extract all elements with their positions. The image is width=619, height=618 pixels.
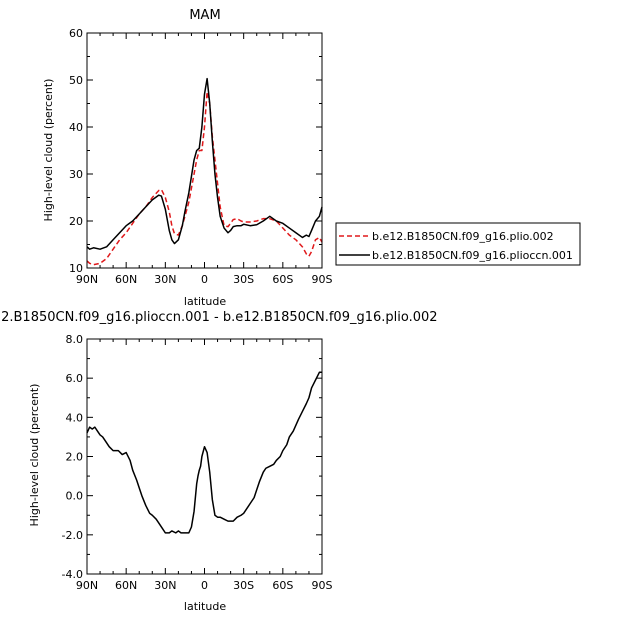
legend-label-plio: b.e12.B1850CN.f09_g16.plio.002 (372, 230, 554, 243)
top-ytick-label: 10 (69, 262, 83, 275)
top-xtick-label: 60S (272, 273, 293, 286)
top-ytick-label: 60 (69, 27, 83, 40)
top-xtick-label: 90S (312, 273, 333, 286)
top-ytick-label: 30 (69, 168, 83, 181)
top-xtick-label: 0 (201, 273, 208, 286)
top-chart: MAM High-level cloud (percent) latitude … (42, 8, 333, 308)
top-chart-title: MAM (189, 8, 220, 23)
bottom-xtick-label: 90S (312, 579, 333, 592)
top-xtick-label: 30S (233, 273, 254, 286)
bottom-ytick-label: 4.0 (66, 411, 84, 424)
top-chart-lines (86, 77, 323, 266)
top-xtick-label: 30N (154, 273, 176, 286)
bottom-xtick-label: 60S (272, 579, 293, 592)
top-chart-ylabel: High-level cloud (percent) (42, 79, 55, 222)
top-series-line-0 (86, 91, 323, 266)
bottom-chart-title: b.e12.B1850CN.f09_g16.plioccn.001 - b.e1… (0, 310, 438, 325)
bottom-chart-lines (86, 371, 322, 534)
top-xtick-label: 90N (76, 273, 98, 286)
bottom-chart-xlabel: latitude (184, 600, 226, 613)
legend-box (335, 222, 581, 266)
top-chart-ticks: 10 20 30 40 50 60 90N 60N 30N 0 30S 60S 90S (69, 27, 333, 286)
bottom-series-line-0 (86, 371, 322, 534)
bottom-ytick-label: -2.0 (62, 529, 83, 542)
bottom-xtick-label: 30N (154, 579, 176, 592)
bottom-xtick-label: 0 (201, 579, 208, 592)
top-chart-frame (86, 32, 323, 269)
bottom-chart-frame (86, 338, 323, 575)
top-ytick-label: 50 (69, 74, 83, 87)
bottom-ytick-label: 6.0 (66, 372, 84, 385)
bottom-ytick-label: -4.0 (62, 568, 83, 581)
top-ytick-label: 40 (69, 121, 83, 134)
top-ytick-label: 20 (69, 215, 83, 228)
bottom-ytick-label: 0.0 (66, 490, 84, 503)
bottom-ytick-label: 8.0 (66, 333, 84, 346)
bottom-xtick-label: 60N (115, 579, 137, 592)
legend: b.e12.B1850CN.f09_g16.plio.002 b.e12.B18… (335, 222, 581, 266)
bottom-xtick-label: 90N (76, 579, 98, 592)
legend-label-plioccn: b.e12.B1850CN.f09_g16.plioccn.001 (372, 249, 573, 262)
top-series-line-1 (86, 77, 323, 250)
bottom-chart-ylabel: High-level cloud (percent) (28, 384, 41, 527)
bottom-chart-ticks: -4.0 -2.0 0.0 2.0 4.0 6.0 8.0 90N 60N 30N 0 30S 60S 9… (62, 333, 333, 592)
bottom-ytick-label: 2.0 (66, 451, 84, 464)
bottom-chart: b.e12.B1850CN.f09_g16.plioccn.001 - b.e1… (0, 310, 438, 613)
top-chart-xlabel: latitude (184, 295, 226, 308)
bottom-xtick-label: 30S (233, 579, 254, 592)
top-xtick-label: 60N (115, 273, 137, 286)
